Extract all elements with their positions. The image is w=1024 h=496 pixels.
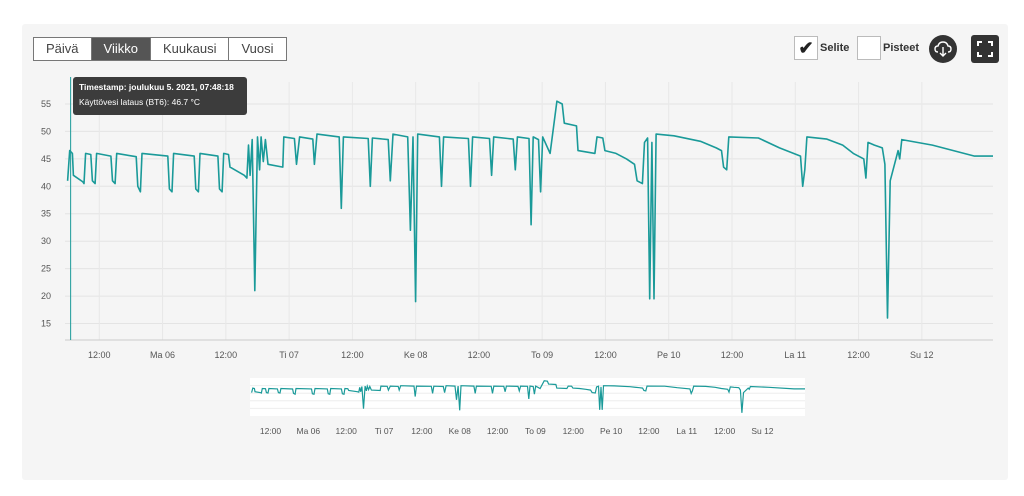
tab-day[interactable]: Päivä <box>34 38 92 60</box>
tab-month[interactable]: Kuukausi <box>151 38 230 60</box>
data-tooltip: Timestamp: joulukuu 5. 2021, 07:48:18 Kä… <box>73 77 247 115</box>
checkmark-icon: ✔ <box>798 38 814 58</box>
tooltip-value: Käyttövesi lataus (BT6): 46.7 °C <box>79 97 201 107</box>
points-toggle[interactable]: Pisteet <box>857 36 919 60</box>
legend-checkbox[interactable]: ✔ <box>794 36 818 60</box>
range-selector: Päivä Viikko Kuukausi Vuosi <box>33 37 287 61</box>
fullscreen-icon <box>977 41 993 57</box>
legend-toggle[interactable]: ✔ Selite <box>794 36 849 60</box>
cloud-download-icon <box>934 41 952 57</box>
points-checkbox[interactable] <box>857 36 881 60</box>
tab-year[interactable]: Vuosi <box>241 41 274 56</box>
legend-toggle-label: Selite <box>820 42 850 54</box>
tab-week[interactable]: Viikko <box>91 38 151 60</box>
points-toggle-label: Pisteet <box>883 42 920 54</box>
cloud-download-button[interactable] <box>929 35 957 63</box>
tooltip-timestamp: Timestamp: joulukuu 5. 2021, 07:48:18 <box>79 82 234 92</box>
fullscreen-button[interactable] <box>971 35 999 63</box>
